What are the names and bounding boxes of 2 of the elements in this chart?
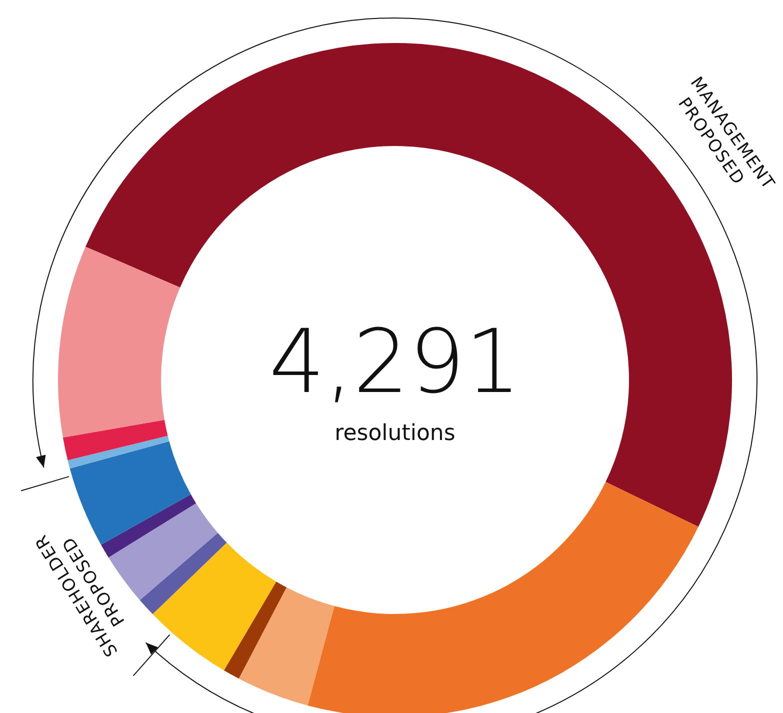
text: 4,291 <box>269 310 521 413</box>
text: resolutions <box>334 421 456 446</box>
